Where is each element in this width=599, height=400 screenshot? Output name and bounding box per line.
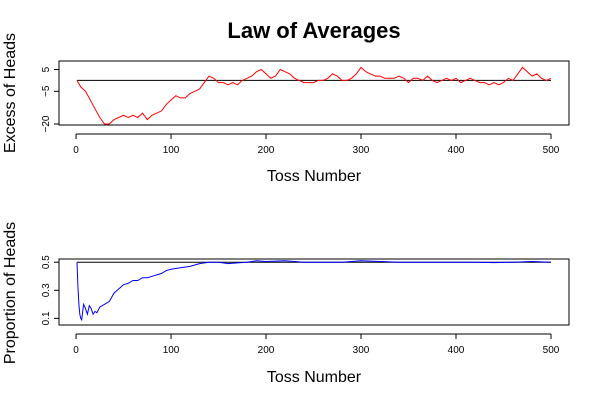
panel-excess-of-heads: 0 100 200 300 400 500 −20 −5 5 Toss Number Exces… (2, 33, 570, 185)
x-tick-label-bottom: 300 (353, 345, 370, 356)
x-tick-label-bottom: 500 (543, 345, 560, 356)
y-tick-label-bottom: 0.1 (41, 311, 52, 325)
y-tick-label-bottom: 0.5 (41, 255, 52, 269)
x-tick-label-top: 300 (353, 145, 370, 156)
series-line-top-0 (76, 66, 552, 125)
series-line-bottom-0 (76, 260, 552, 322)
y-axis-label-top: Excess of Heads (2, 33, 19, 153)
y-axis-label-bottom: Proportion of Heads (2, 222, 19, 364)
plot-frame-top (58, 60, 570, 126)
x-tick-label-top: 100 (163, 145, 180, 156)
x-axis-label-bottom: Toss Number (267, 369, 362, 386)
y-tick-label-top: −5 (41, 85, 52, 97)
x-tick-label-top: 500 (543, 145, 560, 156)
panel-proportion-of-heads: 0 100 200 300 400 500 0.1 0.3 0.5 Toss Number Pr… (2, 222, 570, 386)
x-tick-label-bottom: 400 (448, 345, 465, 356)
x-tick-label-top: 400 (448, 145, 465, 156)
y-tick-label-bottom: 0.3 (41, 283, 52, 297)
y-tick-label-top: −20 (41, 115, 52, 132)
x-tick-label-bottom: 200 (258, 345, 275, 356)
x-tick-label-bottom: 100 (163, 345, 180, 356)
x-tick-label-top: 0 (73, 145, 79, 156)
x-tick-label-top: 200 (258, 145, 275, 156)
chart-title: Law of Averages (227, 18, 400, 43)
y-tick-label-top: 5 (41, 66, 52, 72)
x-tick-label-bottom: 0 (73, 345, 79, 356)
plot-frame-bottom (58, 258, 570, 326)
x-axis-label-top: Toss Number (267, 168, 362, 185)
